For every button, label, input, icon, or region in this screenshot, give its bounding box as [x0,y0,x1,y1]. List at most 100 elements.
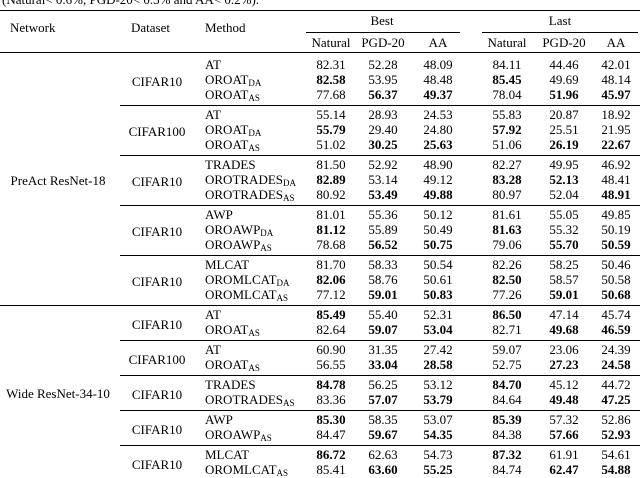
cell: 52.86 [601,412,631,427]
cell: 55.32 [549,222,579,237]
rule [120,445,640,446]
method-part: OROTRADES [205,187,284,202]
cell: 81.12 [316,222,346,237]
cell: 83.28 [492,172,522,187]
header-best: Best [370,13,394,28]
cell: 48.14 [601,72,631,87]
method-part: DA [248,128,262,138]
cell: 52.92 [368,157,398,172]
dataset: CIFAR10 [131,224,183,239]
cell: 53.07 [423,412,453,427]
cell: 27.23 [549,357,579,372]
cell: 78.04 [492,87,522,102]
rule [120,205,640,206]
method-part: DA [276,278,290,288]
cell: 50.59 [601,237,631,252]
cell: 83.36 [316,392,346,407]
method-part: AS [260,243,272,253]
cell: 49.12 [423,172,453,187]
method-part: AS [260,433,272,443]
cell: 53.49 [368,187,398,202]
rule [0,305,640,306]
cell: 44.46 [549,57,579,72]
cell: 56.25 [368,377,398,392]
rule [306,32,460,33]
method: OROTRADESAS [205,392,295,408]
cell: 50.49 [423,222,453,237]
cell: 54.61 [601,447,631,462]
dataset: CIFAR10 [131,274,183,289]
cell: 46.92 [601,157,631,172]
network: PreAct ResNet-18 [10,173,106,188]
header-metric: Natural [487,35,527,50]
network: Wide ResNet-34-10 [6,385,110,401]
cell: 80.97 [492,187,522,202]
cell: 84.70 [492,377,522,392]
cell: 50.46 [601,257,631,272]
cell: 84.78 [316,377,346,392]
method-part: OROAWP [205,237,261,252]
cell: 81.63 [492,222,522,237]
cell: 50.19 [601,222,631,237]
cell: 24.53 [423,107,453,122]
method-part: DA [283,178,297,188]
cell: 63.60 [368,462,398,477]
cell: 82.27 [492,157,522,172]
method: AT [205,307,221,322]
method-part: OROAT [205,122,249,137]
rule [482,32,638,33]
cell: 51.96 [549,87,579,102]
cell: 56.52 [368,237,398,252]
cell: 84.47 [316,427,346,442]
cell: 50.12 [423,207,453,222]
cell: 25.51 [549,122,579,137]
cell: 55.40 [368,307,398,322]
cell: 52.31 [423,307,453,322]
method: OROAWPDA [205,222,273,238]
cell: 53.79 [423,392,453,407]
cell: 22.67 [601,137,631,152]
cell: 52.13 [549,172,579,187]
method-part: OROMLCAT [205,287,277,302]
cell: 84.64 [492,392,522,407]
cell: 85.30 [316,412,346,427]
method-part: AS [276,468,289,478]
cell: 47.14 [549,307,579,322]
cell: 56.55 [316,357,346,372]
cell: 55.89 [368,222,398,237]
cell: 51.02 [316,137,346,152]
cell: 86.72 [316,447,346,462]
header-method: Method [205,20,246,35]
cell: 49.69 [549,72,579,87]
method-part: AS [276,293,289,303]
method-part: OROAWP [205,222,261,237]
method: AT [205,107,221,122]
method: AT [205,57,221,72]
cell: 82.89 [316,172,346,187]
cell: 79.06 [492,237,522,252]
cell: 28.93 [368,107,398,122]
cell: 48.09 [423,57,453,72]
method-part: DA [248,78,262,88]
cell: 20.87 [549,107,579,122]
cell: 42.01 [601,57,631,72]
cell: 50.61 [423,272,453,287]
rule [120,255,640,256]
method: OROAWPAS [205,237,272,253]
cell: 62.47 [549,462,579,477]
method-part: OROTRADES [205,172,284,187]
cell: 49.95 [549,157,579,172]
cell: 45.97 [601,87,631,102]
cell: 85.45 [492,72,522,87]
cell: 85.49 [316,307,346,322]
cell: 55.14 [316,107,346,122]
dataset: CIFAR10 [131,316,183,332]
cell: 50.58 [601,272,631,287]
cell: 87.32 [492,447,522,462]
dataset: CIFAR10 [131,174,183,189]
cell: 78.68 [316,237,346,252]
cell: 55.83 [492,107,522,122]
method: TRADES [205,377,256,392]
cell: 85.41 [316,462,346,477]
